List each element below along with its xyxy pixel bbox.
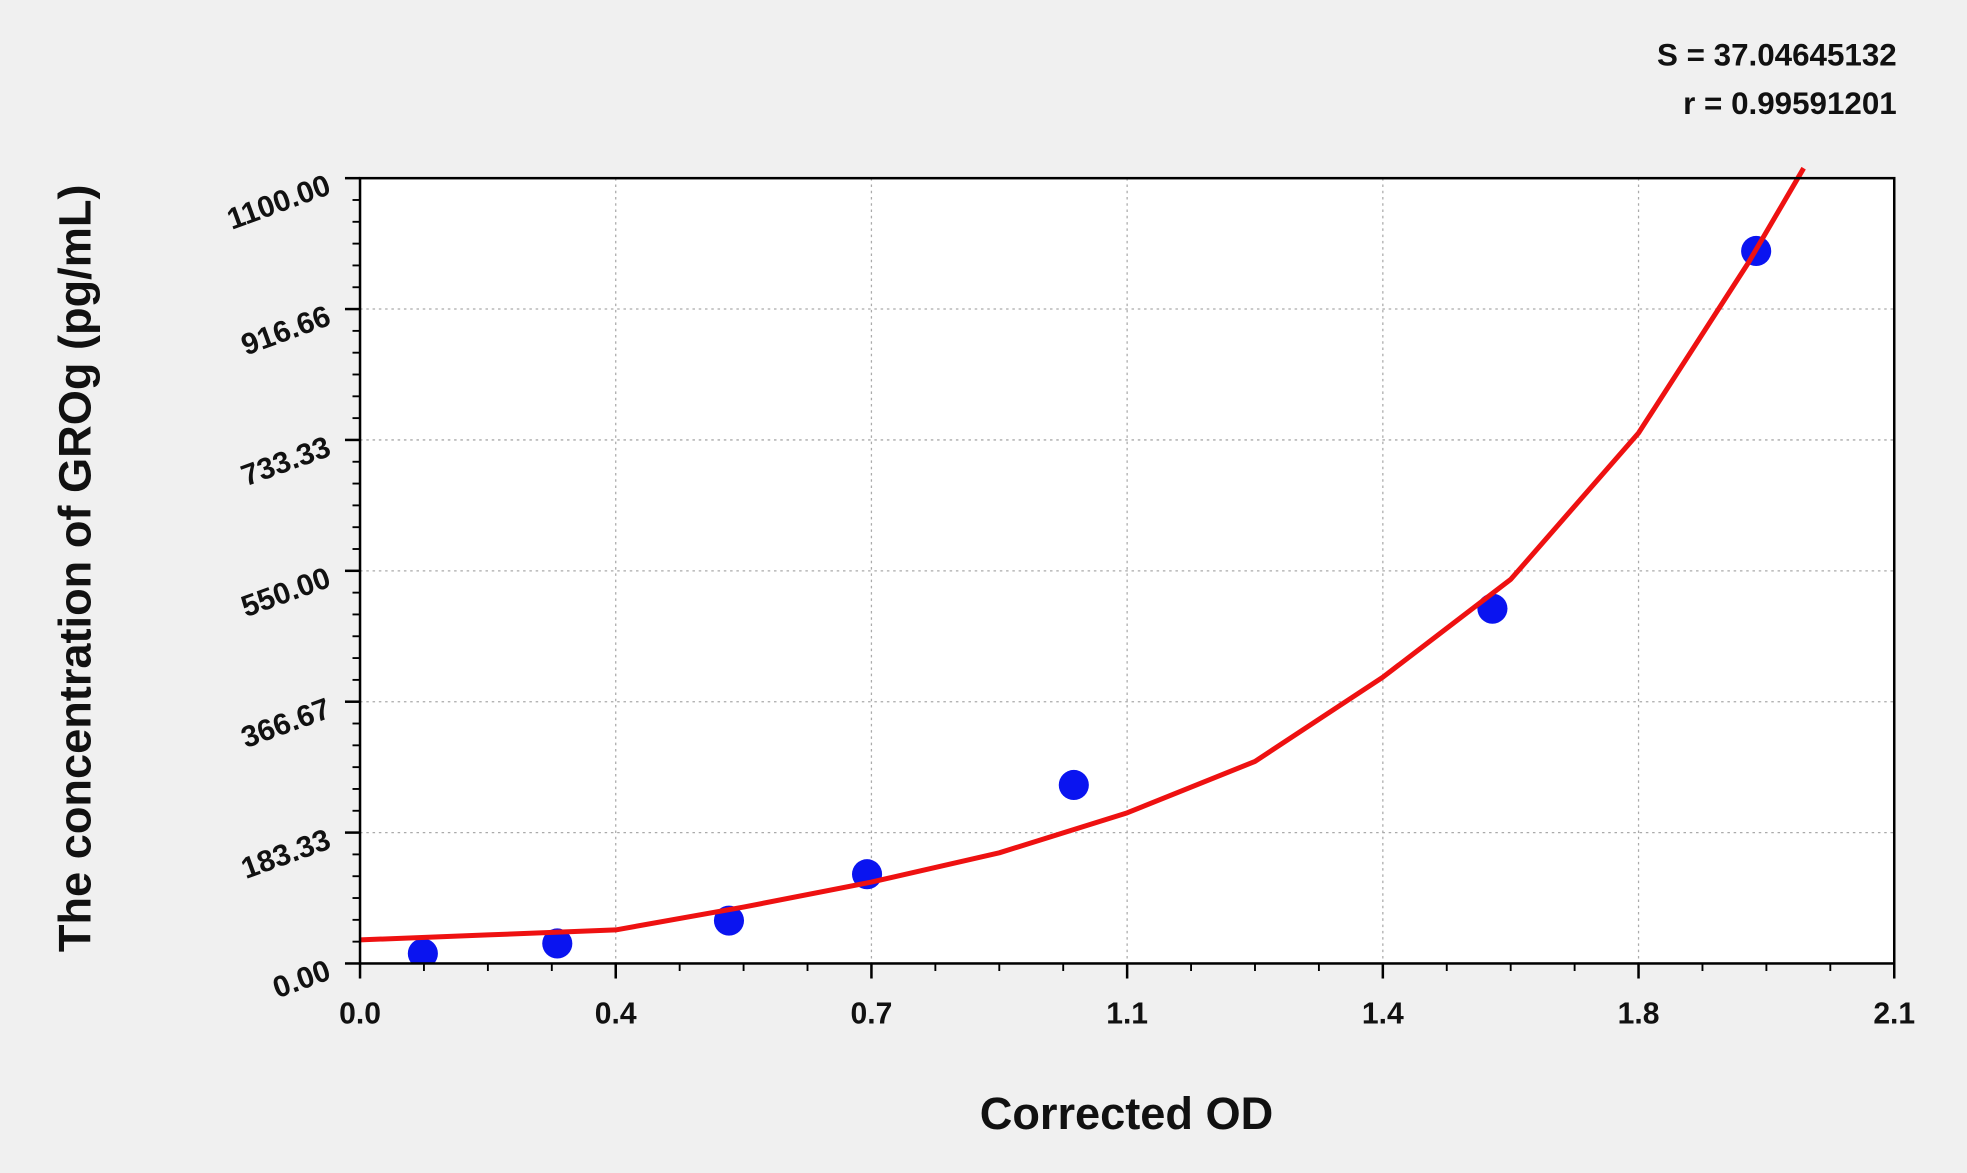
y-tick-label: 1100.00 [223, 169, 335, 237]
y-tick-label: 183.33 [237, 823, 335, 885]
data-point [407, 938, 438, 964]
y-tick-label: 550.00 [237, 561, 335, 623]
y-tick-label: 733.33 [237, 431, 335, 493]
x-tick-label: 0.7 [851, 998, 893, 1031]
data-point [542, 928, 573, 959]
marks [360, 166, 1806, 964]
y-tick-label: 0.00 [268, 954, 334, 1005]
x-tick-label: 1.4 [1362, 998, 1404, 1031]
x-tick-label: 0.0 [339, 998, 381, 1031]
annotation: r = 0.99591201 [1683, 86, 1897, 121]
y-tick-label: 916.66 [237, 300, 335, 362]
x-axis-title: Corrected OD [980, 1088, 1274, 1139]
data-point [1477, 593, 1508, 624]
grid [360, 178, 1895, 964]
fit-curve [360, 166, 1806, 943]
y-axis-title: The concentration of GROg (pg/mL) [49, 184, 100, 952]
x-tick-label: 0.4 [595, 998, 637, 1031]
x-tick-label: 2.1 [1873, 998, 1915, 1031]
x-tick-label: 1.1 [1106, 998, 1148, 1031]
annotation: S = 37.04645132 [1657, 37, 1897, 72]
x-tick-label: 1.8 [1618, 998, 1660, 1031]
data-point [1058, 769, 1089, 801]
y-tick-label: 366.67 [237, 692, 335, 754]
